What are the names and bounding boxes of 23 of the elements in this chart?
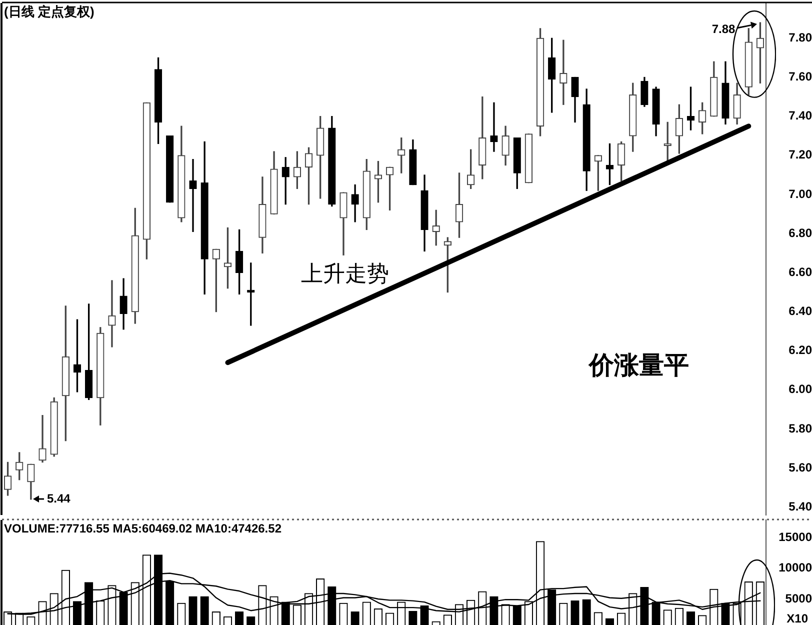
y-tick-label: 5.60 (788, 460, 812, 474)
annotation: 5.44 (46, 492, 71, 506)
annotation: 价涨量平 (588, 350, 690, 380)
y-tick-label: 6.20 (788, 343, 812, 358)
series-label: 上升走势 (301, 262, 390, 287)
y-tick-label: 7.20 (788, 148, 812, 162)
y-tick-label: 7.80 (788, 30, 812, 44)
y-tick-label: 7.60 (788, 70, 812, 84)
y-tick-label: 5.80 (788, 421, 812, 436)
chart-title: VOLUME:77716.55 MA5:60469.02 MA10:47426.52 (4, 521, 282, 536)
y-tick-label: 5.40 (788, 499, 812, 514)
chart-title: (日线 定点复权) (4, 4, 94, 20)
y-axis-title: X10 (786, 611, 808, 625)
annotation: 7.88 (712, 22, 736, 36)
y-tick-label: 6.40 (788, 304, 812, 318)
y-tick-label: 15000 (778, 530, 812, 544)
y-tick-label: 7.40 (788, 108, 812, 123)
y-tick-label: 5000 (785, 591, 812, 606)
y-tick-label: 6.60 (788, 264, 812, 279)
y-tick-label: 10000 (778, 560, 812, 575)
y-tick-label: 7.00 (788, 186, 812, 201)
y-tick-label: 6.80 (788, 226, 812, 240)
y-tick-label: 6.00 (788, 382, 812, 396)
